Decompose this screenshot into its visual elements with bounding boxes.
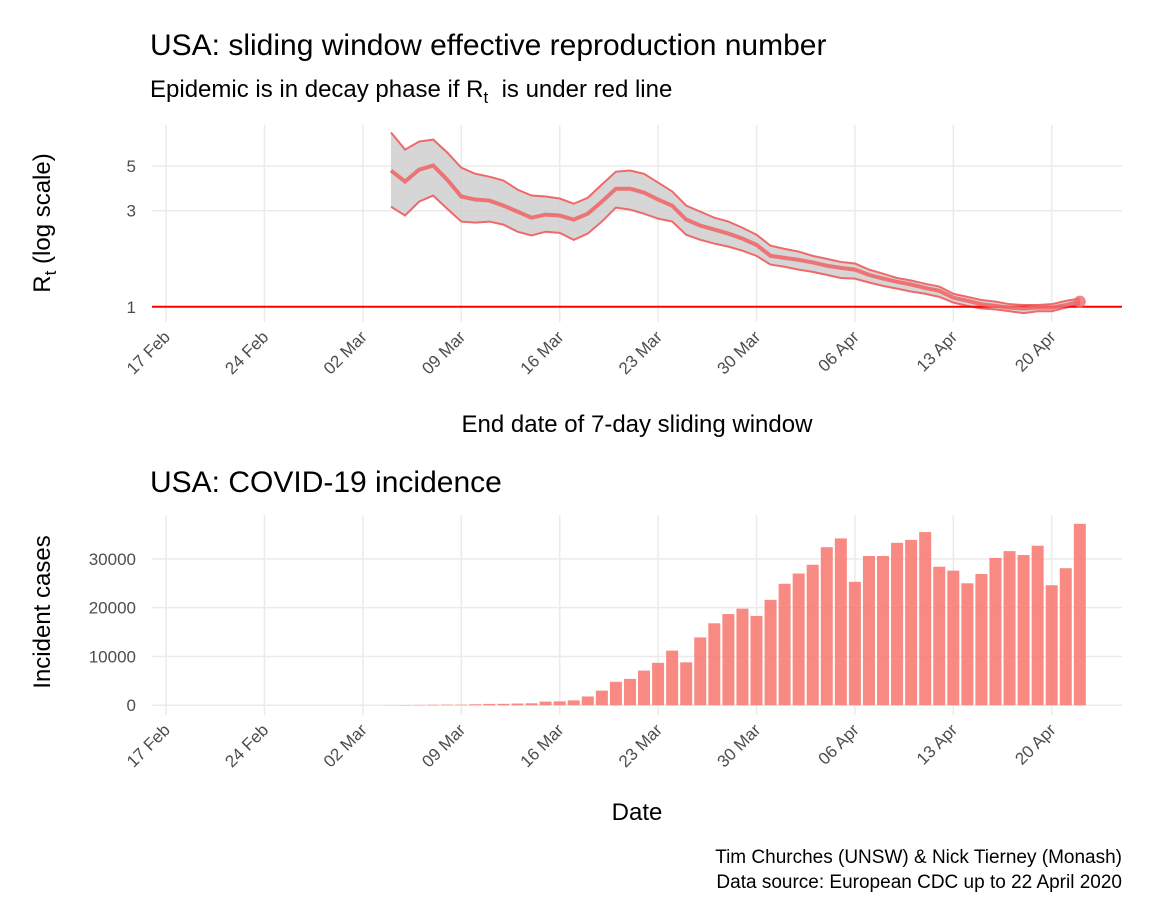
bar bbox=[792, 573, 805, 706]
bar bbox=[975, 574, 988, 706]
bar bbox=[834, 538, 847, 706]
bar bbox=[862, 555, 875, 706]
bar bbox=[609, 681, 622, 706]
chart-subtitle: Epidemic is in decay phase if Rt is unde… bbox=[150, 76, 672, 107]
subtitle-after: is under red line bbox=[488, 76, 672, 103]
bar bbox=[708, 623, 721, 706]
x-axis-label: End date of 7-day sliding window bbox=[462, 411, 814, 438]
ylabel-after: (log scale) bbox=[29, 153, 56, 270]
y-tick-label: 10000 bbox=[89, 647, 136, 666]
y-tick-label: 5 bbox=[127, 157, 136, 176]
x-tick-label: 09 Mar bbox=[418, 720, 469, 771]
x-tick-label: 24 Feb bbox=[221, 327, 272, 378]
bar bbox=[722, 614, 735, 706]
bar bbox=[1073, 523, 1086, 706]
bar bbox=[455, 704, 468, 706]
bar bbox=[736, 608, 749, 706]
y-axis-label: Rt (log scale) bbox=[29, 153, 60, 292]
bar bbox=[750, 615, 763, 706]
bar bbox=[595, 690, 608, 706]
bar bbox=[989, 557, 1002, 706]
bar bbox=[497, 703, 510, 706]
x-tick-label: 13 Apr bbox=[913, 720, 961, 768]
bar bbox=[1059, 568, 1072, 706]
x-tick-label: 17 Feb bbox=[123, 327, 174, 378]
bar bbox=[947, 570, 960, 706]
x-tick-label: 20 Apr bbox=[1011, 327, 1059, 375]
x-tick-label: 24 Feb bbox=[221, 720, 272, 771]
bar bbox=[905, 539, 918, 706]
y-tick-label: 0 bbox=[127, 696, 136, 715]
lower-bound bbox=[390, 194, 1081, 315]
bar bbox=[891, 542, 904, 706]
y-tick-label: 20000 bbox=[89, 599, 136, 618]
bar bbox=[469, 704, 482, 706]
subtitle-sub: t bbox=[484, 88, 489, 107]
ribbon-fill bbox=[390, 132, 1080, 314]
bar bbox=[666, 650, 679, 706]
bar bbox=[652, 662, 665, 706]
bar bbox=[694, 637, 707, 706]
bar bbox=[1017, 555, 1030, 706]
chart-title: USA: COVID-19 incidence bbox=[150, 466, 502, 499]
y-tick-label: 3 bbox=[127, 202, 136, 221]
x-axis-label: Date bbox=[612, 799, 663, 826]
bar bbox=[623, 678, 636, 706]
x-tick-label: 16 Mar bbox=[517, 720, 568, 771]
x-tick-label: 02 Mar bbox=[320, 327, 371, 378]
bar bbox=[1045, 585, 1058, 706]
caption: Tim Churches (UNSW) & Nick Tierney (Mona… bbox=[715, 847, 1122, 868]
bar bbox=[567, 700, 580, 706]
x-tick-label: 09 Mar bbox=[418, 327, 469, 378]
chart-title: USA: sliding window effective reproducti… bbox=[150, 29, 826, 62]
last-point bbox=[1073, 295, 1086, 308]
bar bbox=[848, 581, 861, 706]
x-tick-label: 30 Mar bbox=[713, 720, 764, 771]
bar bbox=[1031, 545, 1044, 706]
bar bbox=[483, 703, 496, 706]
ylabel-text: R bbox=[29, 275, 56, 292]
bar bbox=[806, 564, 819, 706]
y-axis-label: Incident cases bbox=[29, 535, 56, 688]
caption: Data source: European CDC up to 22 April… bbox=[716, 872, 1122, 893]
y-tick-label: 1 bbox=[127, 298, 136, 317]
x-tick-label: 06 Apr bbox=[815, 327, 863, 375]
bar bbox=[525, 703, 538, 706]
bar bbox=[1003, 551, 1016, 706]
bar bbox=[933, 566, 946, 706]
x-tick-label: 23 Mar bbox=[615, 720, 666, 771]
bar bbox=[877, 555, 890, 706]
y-tick-label: 30000 bbox=[89, 550, 136, 569]
x-tick-label: 02 Mar bbox=[320, 720, 371, 771]
x-tick-label: 23 Mar bbox=[615, 327, 666, 378]
subtitle-text: Epidemic is in decay phase if R bbox=[150, 76, 484, 103]
bar bbox=[581, 696, 594, 706]
x-tick-label: 30 Mar bbox=[713, 327, 764, 378]
bar bbox=[778, 583, 791, 706]
bar bbox=[511, 703, 524, 706]
x-tick-label: 17 Feb bbox=[123, 720, 174, 771]
upper-bound bbox=[390, 131, 1080, 307]
x-tick-label: 20 Apr bbox=[1011, 720, 1059, 768]
bar bbox=[919, 532, 932, 706]
ylabel-sub: t bbox=[41, 270, 60, 275]
bar bbox=[539, 701, 552, 706]
bar bbox=[553, 701, 566, 706]
bar bbox=[638, 670, 651, 706]
bar bbox=[680, 662, 693, 706]
bar bbox=[441, 704, 454, 706]
bar bbox=[820, 547, 833, 706]
rt-line bbox=[389, 163, 1081, 311]
bar bbox=[764, 599, 777, 706]
x-tick-label: 16 Mar bbox=[517, 327, 568, 378]
bar bbox=[961, 583, 974, 706]
x-tick-label: 06 Apr bbox=[815, 720, 863, 768]
x-tick-label: 13 Apr bbox=[913, 327, 961, 375]
